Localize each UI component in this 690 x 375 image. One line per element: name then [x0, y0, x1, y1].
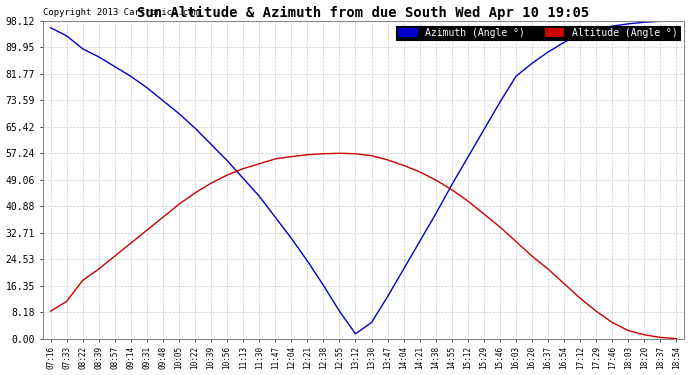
Title: Sun Altitude & Azimuth from due South Wed Apr 10 19:05: Sun Altitude & Azimuth from due South We… — [137, 6, 590, 20]
Legend: Azimuth (Angle °), Altitude (Angle °): Azimuth (Angle °), Altitude (Angle °) — [396, 26, 680, 40]
Text: Copyright 2013 Cartronics.com: Copyright 2013 Cartronics.com — [43, 8, 199, 17]
